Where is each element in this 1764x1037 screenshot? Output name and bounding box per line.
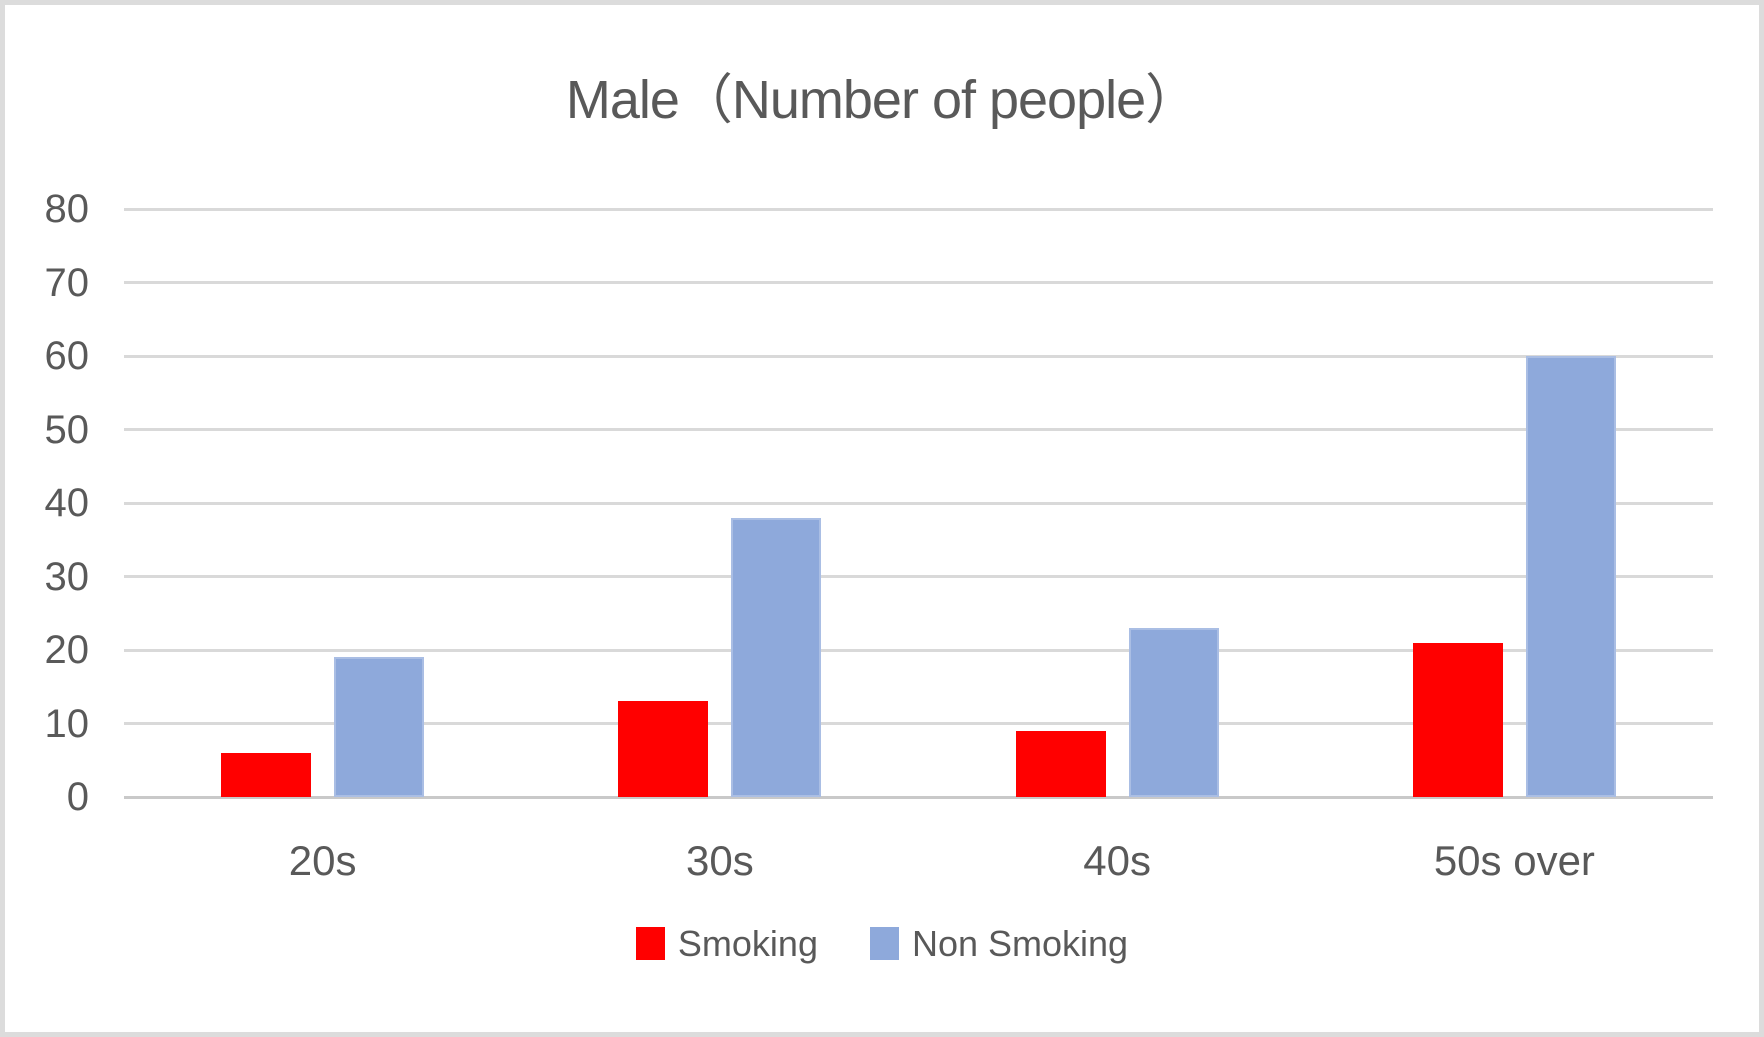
y-gridline-50	[124, 428, 1713, 431]
bar-non-smoking-30s	[731, 517, 822, 797]
y-gridline-10	[124, 722, 1713, 725]
y-tick-label-10: 10	[44, 701, 90, 746]
y-gridline-80	[124, 207, 1713, 211]
y-tick-label-50: 50	[44, 407, 90, 452]
legend-item-smoking: Smoking	[635, 921, 818, 966]
x-axis-line	[124, 795, 1713, 799]
y-tick-label-30: 30	[44, 554, 90, 599]
y-gridline-30	[124, 575, 1713, 578]
chart-title: Male（Number of people）	[565, 70, 1199, 130]
y-tick-label-0: 0	[66, 775, 89, 819]
x-tick-label-20s: 20s	[288, 837, 357, 884]
bar-smoking-30s	[618, 701, 709, 797]
y-gridline-40	[124, 501, 1713, 505]
bar-smoking-50s-over	[1412, 642, 1503, 797]
y-tick-label-20: 20	[44, 628, 90, 672]
legend-label-non-smoking: Non Smoking	[911, 923, 1129, 964]
legend: Smoking Non Smoking	[5, 921, 1759, 966]
x-tick-label-30s: 30s	[686, 837, 754, 884]
x-tick-label-40s: 40s	[1083, 837, 1151, 884]
y-gridline-60	[124, 354, 1713, 358]
legend-swatch-smoking	[635, 927, 665, 960]
bar-non-smoking-20s	[334, 657, 425, 797]
legend-swatch-non-smoking	[869, 927, 899, 960]
bar-non-smoking-40s	[1128, 627, 1219, 797]
bar-smoking-40s	[1015, 730, 1106, 797]
y-tick-label-80: 80	[44, 187, 90, 231]
legend-item-non-smoking: Non Smoking	[869, 921, 1129, 966]
bar-smoking-20s	[221, 752, 312, 797]
y-tick-label-60: 60	[44, 334, 90, 378]
y-gridline-70	[124, 281, 1713, 284]
y-tick-label-40: 40	[44, 481, 90, 525]
x-tick-label-50s-over: 50s over	[1433, 837, 1595, 884]
bar-non-smoking-50s-over	[1525, 356, 1616, 797]
legend-label-smoking: Smoking	[677, 923, 818, 964]
y-gridline-20	[124, 648, 1713, 652]
y-tick-label-70: 70	[44, 260, 90, 305]
